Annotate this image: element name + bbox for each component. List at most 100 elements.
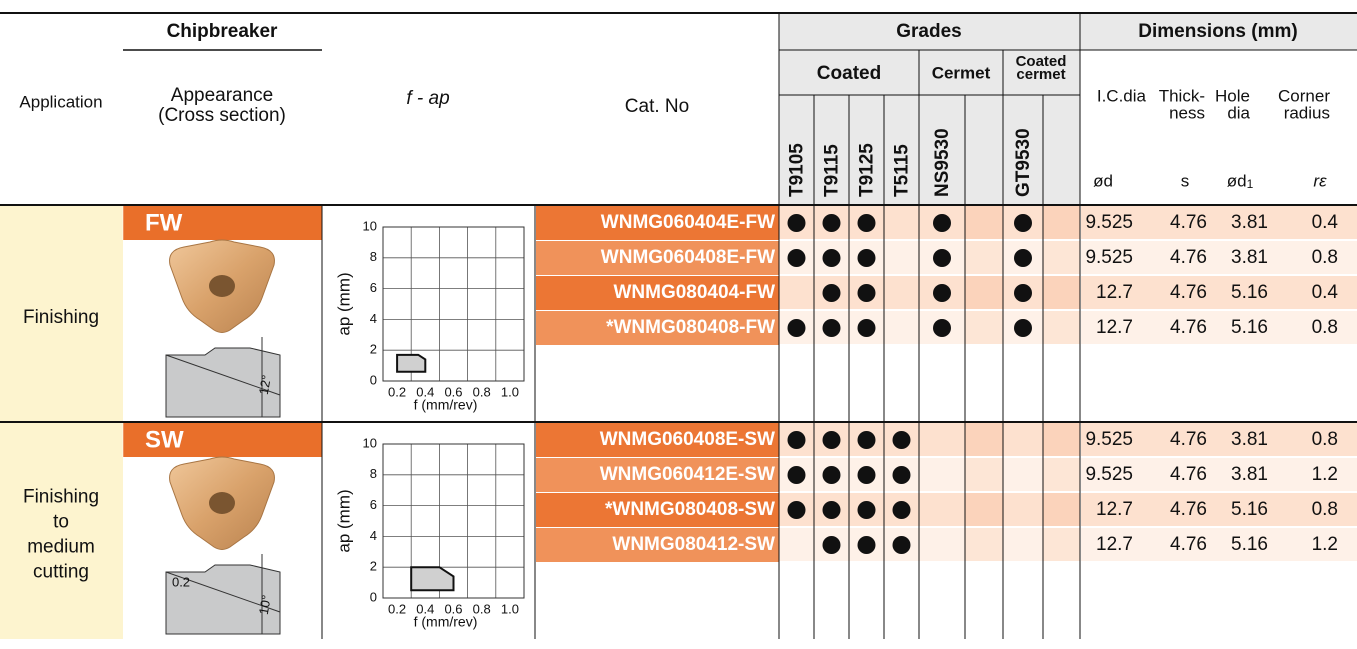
grade-dot xyxy=(857,319,876,337)
cell-bg xyxy=(884,276,919,309)
application: Finishing xyxy=(23,307,99,328)
grade-dot xyxy=(822,319,841,337)
grade-dot xyxy=(857,431,876,449)
grade-name: T5115 xyxy=(892,144,913,197)
cell-bg xyxy=(1043,276,1080,309)
cell-bg xyxy=(1043,241,1080,274)
dimension-value: 3.81 xyxy=(1231,212,1268,233)
dimension-value: 5.16 xyxy=(1231,499,1268,520)
x-tick-label: 0.4 xyxy=(416,384,434,399)
dimension-bg xyxy=(1081,458,1357,491)
grade-dot xyxy=(787,319,806,337)
x-tick-label: 0.2 xyxy=(388,384,406,399)
chipbreaker-bar xyxy=(123,206,322,240)
grade-dot xyxy=(892,431,911,449)
grade-dot xyxy=(822,284,841,302)
application: medium xyxy=(27,537,95,558)
cell-bg xyxy=(919,493,965,526)
y-tick-label: 2 xyxy=(370,559,377,574)
cat-no: WNMG080404-FW xyxy=(613,282,775,303)
y-tick-label: 2 xyxy=(370,342,377,357)
dimension-symbol: ød xyxy=(1093,171,1113,190)
cell-bg xyxy=(1043,493,1080,526)
dimension-name: radius xyxy=(1284,103,1330,122)
cat-no-bg xyxy=(536,493,779,527)
cell-bg xyxy=(919,458,965,491)
dimension-value: 4.76 xyxy=(1170,282,1207,303)
grade-dot xyxy=(933,214,951,232)
cell-bg xyxy=(884,241,919,274)
cat-no: WNMG060412E-SW xyxy=(600,464,775,485)
grade-dot xyxy=(1014,319,1032,337)
dimension-value: 0.4 xyxy=(1312,212,1339,233)
dimension-value: 9.525 xyxy=(1085,247,1133,268)
dimension-value: 9.525 xyxy=(1085,464,1133,485)
cat-no: *WNMG080408-FW xyxy=(606,317,775,338)
grade-dot xyxy=(857,249,876,267)
x-tick-label: 0.6 xyxy=(444,384,462,399)
grade-dot xyxy=(787,249,806,267)
header-application: Application xyxy=(19,92,102,111)
y-tick-label: 4 xyxy=(370,528,377,543)
dimension-value: 5.16 xyxy=(1231,534,1268,555)
dimension-bg xyxy=(1081,493,1357,526)
header-grades: Grades xyxy=(896,21,961,42)
chart-frame xyxy=(382,443,525,599)
header-cermet: Cermet xyxy=(932,63,991,82)
grade-dot xyxy=(822,431,841,449)
dimension-value: 4.76 xyxy=(1170,317,1207,338)
dimension-bg xyxy=(1081,311,1357,344)
dimension-value: 4.76 xyxy=(1170,464,1207,485)
grade-dot xyxy=(857,536,876,554)
dimension-value: 0.8 xyxy=(1312,499,1338,520)
cell-bg xyxy=(884,311,919,344)
chart-xlabel: f (mm/rev) xyxy=(414,614,478,630)
insert-image xyxy=(169,456,275,550)
cell-bg xyxy=(965,458,1003,491)
x-tick-label: 1.0 xyxy=(501,601,519,616)
grade-dot xyxy=(933,319,951,337)
cell-bg xyxy=(965,206,1003,239)
dimension-value: 4.76 xyxy=(1170,534,1207,555)
chart-ylabel: ap (mm) xyxy=(334,272,353,335)
cell-bg xyxy=(779,276,814,309)
cell-bg xyxy=(965,493,1003,526)
cell-bg xyxy=(965,276,1003,309)
grade-dot xyxy=(933,249,951,267)
dimension-value: 12.7 xyxy=(1096,317,1133,338)
dimension-symbol: rε xyxy=(1313,171,1327,190)
grade-dot xyxy=(787,431,806,449)
cell-bg xyxy=(884,206,919,239)
cell-bg xyxy=(1043,206,1080,239)
chart-frame xyxy=(382,226,525,382)
grade-dot xyxy=(1014,284,1032,302)
grade-dot xyxy=(933,284,951,302)
application: Finishing xyxy=(23,487,99,508)
y-tick-label: 0 xyxy=(370,372,377,387)
dimension-value: 3.81 xyxy=(1231,464,1268,485)
dimension-value: 3.81 xyxy=(1231,247,1268,268)
header-dimensions: Dimensions (mm) xyxy=(1138,21,1297,42)
application-region xyxy=(410,566,455,592)
dimension-value: 4.76 xyxy=(1170,429,1207,450)
grade-dot xyxy=(822,214,841,232)
dimension-symbol-sub: 1 xyxy=(1247,177,1254,191)
drawing-label: 10° xyxy=(256,594,274,616)
x-tick-label: 0.6 xyxy=(444,601,462,616)
cat-no-bg xyxy=(536,241,779,275)
cell-bg xyxy=(1043,423,1080,456)
cell-bg xyxy=(1043,528,1080,561)
y-tick-label: 8 xyxy=(370,249,377,264)
grade-dot xyxy=(787,214,806,232)
cat-no-bg xyxy=(536,423,779,457)
grade-dot xyxy=(1014,214,1032,232)
grade-dot xyxy=(892,466,911,484)
cell-bg xyxy=(1003,458,1043,491)
grade-name: GT9530 xyxy=(1013,128,1034,197)
cell-bg xyxy=(1043,311,1080,344)
dimension-bg xyxy=(1081,206,1357,239)
header-coated-cermet: cermet xyxy=(1016,66,1065,83)
dimension-value: 1.2 xyxy=(1312,534,1338,555)
